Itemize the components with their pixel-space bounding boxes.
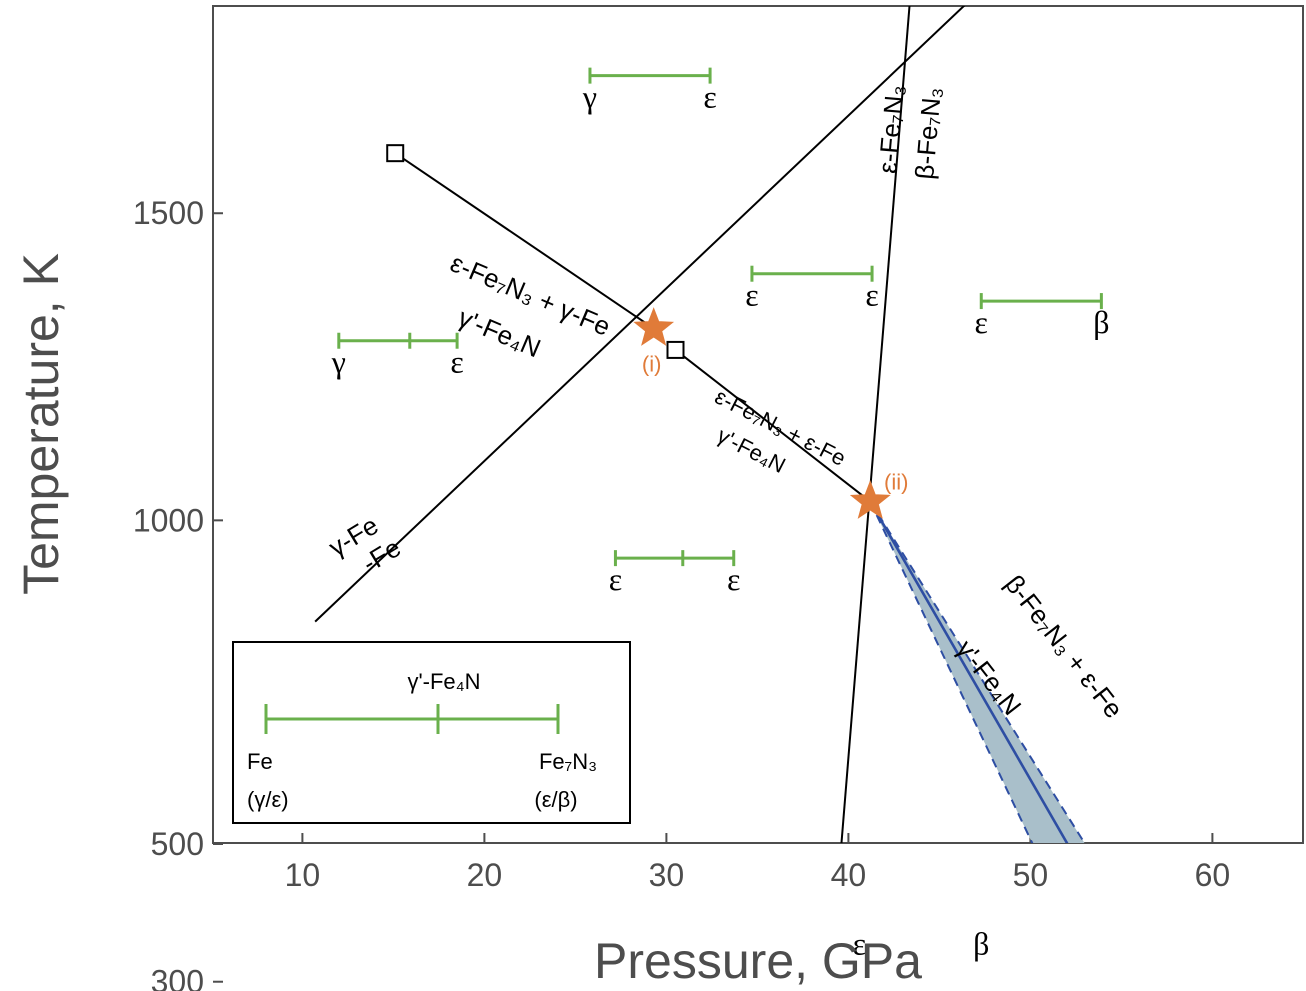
x-tick-label: 40: [831, 857, 867, 893]
bar-right-phase-label: ε: [727, 561, 740, 597]
y-tick-label: 500: [151, 826, 204, 862]
triple-point-star: [633, 307, 675, 346]
plot-frame: [212, 5, 1304, 844]
legend-right-sub-label: (ε/β): [534, 787, 577, 812]
bar-left-phase-label: ε: [745, 277, 758, 313]
y-tick-label: 1500: [133, 195, 204, 231]
legend-left-label: Fe: [247, 749, 273, 774]
boundary-line-layer: [314, 6, 1069, 843]
bar-left-phase-label: ε: [609, 561, 622, 597]
x-tick-label: 10: [285, 857, 321, 893]
eps-fe7n3-label: ε-Fe₇N₃: [872, 84, 910, 175]
triple-point-label: (ii): [884, 470, 908, 495]
x-tick-label: 20: [467, 857, 503, 893]
x-tick-label: 30: [649, 857, 685, 893]
x-tick-label: 60: [1195, 857, 1231, 893]
bar-left-phase-label: ε: [853, 925, 866, 961]
uncertainty-band-edge: [869, 501, 1034, 843]
y-tick-label: 1000: [133, 502, 204, 538]
legend-right-label: Fe₇N₃: [539, 749, 597, 774]
bar-left-phase-label: γ: [582, 79, 597, 115]
legend-left-sub-label: (γ/ε): [247, 787, 289, 812]
solvus-boundary-line: [869, 500, 1069, 843]
bar-right-phase-label: ε: [703, 79, 716, 115]
triple-point-label: (i): [642, 352, 662, 377]
bar-left-phase-label: γ: [331, 344, 346, 380]
legend-box: [232, 641, 631, 824]
composition-bar-layer: [337, 67, 1103, 567]
bar-right-phase-label: β: [973, 925, 989, 961]
phase-boundary-line: [840, 6, 911, 843]
bar-right-phase-label: β: [1093, 304, 1109, 340]
y-axis-title: Temperature, K: [13, 253, 69, 595]
bar-right-phase-label: ε: [450, 344, 463, 380]
bar-right-phase-label: ε: [865, 277, 878, 313]
plot-area: [314, 6, 1103, 843]
open-square-marker: [386, 144, 405, 163]
x-tick-label: 50: [1013, 857, 1049, 893]
phase-boundary-line: [314, 6, 966, 623]
phase-boundary-line: [674, 349, 871, 503]
y-tick-label: 300: [151, 964, 204, 991]
phase-boundary-line: [394, 152, 655, 330]
marker-layer: [386, 144, 891, 519]
uncertainty-band-edge: [869, 501, 1086, 843]
bar-left-phase-label: ε: [975, 304, 988, 340]
legend-center-label: γ'-Fe₄N: [407, 669, 480, 694]
x-axis-title: Pressure, GPa: [594, 933, 922, 989]
open-square-marker: [666, 340, 685, 359]
beta-fe7n3-label: β-Fe₇N₃: [909, 86, 947, 181]
axes: 102030405060300500100015002000: [133, 195, 1231, 991]
uncertainty-band-layer: [869, 501, 1086, 843]
triple-point-star: [849, 480, 891, 519]
legend: γ'-Fe₄N Fe (γ/ε) Fe₇N₃ (ε/β): [232, 641, 631, 824]
